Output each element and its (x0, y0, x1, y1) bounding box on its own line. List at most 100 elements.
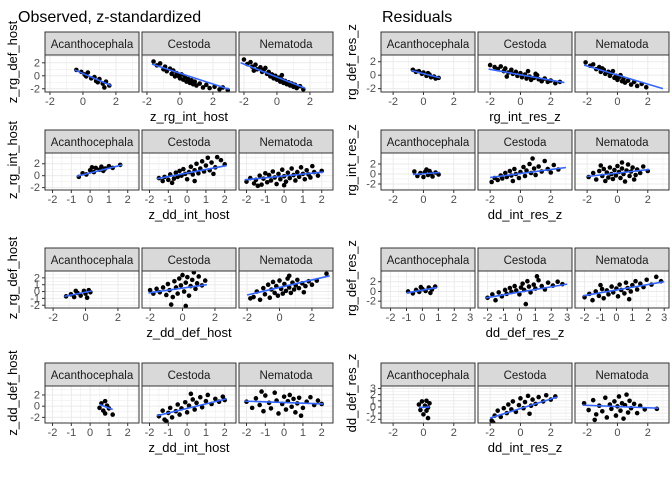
data-point (259, 389, 264, 394)
data-point (493, 297, 498, 303)
data-point (593, 177, 599, 182)
x-tick-label: 0 (87, 194, 93, 206)
data-point (512, 166, 517, 172)
data-point (253, 62, 258, 68)
facet-strip-label: Acanthocephala (387, 370, 470, 382)
y-tick-label: 0 (34, 401, 40, 413)
data-point (190, 172, 196, 177)
facet-strip-label: Acanthocephala (387, 137, 470, 149)
data-point (516, 175, 522, 181)
data-point (621, 416, 626, 421)
x-axis-title: dd_def_res_z (486, 325, 565, 340)
data-point (102, 398, 108, 404)
plot-panel (45, 55, 139, 92)
data-point (612, 167, 617, 173)
data-point (283, 179, 289, 184)
x-tick-label: 3 (467, 312, 473, 324)
data-point (274, 181, 279, 187)
data-point (190, 397, 196, 402)
x-tick-label: -2 (45, 96, 55, 108)
plot-panel (45, 271, 139, 308)
data-point (502, 170, 508, 176)
data-point (191, 271, 197, 275)
x-tick-label: 0 (184, 427, 190, 439)
data-point (627, 173, 632, 179)
x-tick-label: -1 (66, 194, 76, 206)
y-tick-label: 2 (370, 389, 376, 401)
panel-border (141, 152, 237, 191)
y-axis-title: rg_int_res_z (344, 124, 359, 196)
data-point (170, 294, 176, 300)
x-tick-label: 0 (87, 427, 93, 439)
facet-panel: Nematoda -2 -1 0 1 2 3 (574, 247, 670, 324)
data-point (279, 167, 285, 173)
panel-border (141, 54, 237, 93)
panel-border (380, 270, 476, 309)
data-point (71, 294, 77, 300)
data-point (609, 406, 614, 412)
data-point (177, 412, 182, 417)
fit-line (583, 64, 664, 90)
data-point (510, 178, 516, 184)
x-tick-label: -1 (402, 312, 412, 324)
data-point (418, 407, 423, 413)
x-tick-label: 2 (113, 96, 119, 108)
data-point (644, 277, 649, 283)
x-tick-label: -2 (580, 312, 590, 324)
data-point (288, 290, 294, 296)
data-point (99, 164, 104, 170)
x-axis-title: z_dd_int_host (149, 207, 230, 222)
data-point (487, 62, 493, 68)
data-point (506, 402, 511, 407)
y-tick-label: -2 (366, 83, 376, 95)
data-point (257, 297, 263, 303)
x-tick-label: 2 (222, 194, 228, 206)
y-tick-label: -2 (30, 182, 40, 194)
x-tick-label: 2 (319, 427, 325, 439)
data-point (613, 173, 619, 178)
panel-border (574, 385, 670, 424)
data-point (218, 157, 224, 163)
data-point (203, 163, 209, 168)
data-point (192, 178, 197, 184)
facet-strip-label: Nematoda (595, 137, 649, 149)
data-point (526, 284, 532, 289)
x-tick-label: -1 (260, 427, 270, 439)
data-point (183, 303, 189, 308)
x-tick-label: -1 (260, 194, 270, 206)
data-point (604, 415, 610, 420)
facet-strip-label: Cestoda (504, 370, 547, 382)
facet-panel: Nematoda -2 0 2 (574, 31, 670, 108)
facet-panel: Cestoda -2 -1 0 1 2 (141, 362, 237, 439)
data-point (507, 285, 513, 291)
data-point (628, 289, 634, 294)
fit-line (411, 69, 441, 79)
data-point (272, 390, 278, 396)
x-tick-label: 2 (451, 427, 457, 439)
fit-line (485, 283, 568, 299)
data-point (220, 394, 226, 399)
data-point (197, 394, 203, 400)
data-point (177, 168, 182, 174)
facet-panel: Nematoda -2 -1 0 1 2 (238, 129, 334, 206)
facet-panel: Cestoda -2 0 2 (477, 362, 573, 439)
data-point (93, 165, 99, 171)
data-point (513, 288, 519, 293)
data-point (189, 277, 195, 283)
data-point (504, 74, 510, 79)
data-point (625, 410, 631, 415)
facet-panel: Cestoda -2 -1 0 1 2 3 (477, 247, 573, 324)
data-point (610, 176, 616, 182)
facet-strip-label: Cestoda (168, 39, 211, 51)
x-tick-label: 0 (274, 96, 280, 108)
y-tick-label: 1 (34, 279, 40, 291)
fit-line (582, 404, 659, 409)
gridlines (142, 153, 236, 190)
observed-column-title: Observed, z-standardized (18, 9, 201, 26)
x-tick-label: 1 (203, 194, 209, 206)
y-tick-label: 0 (370, 169, 376, 181)
data-point (268, 406, 274, 411)
